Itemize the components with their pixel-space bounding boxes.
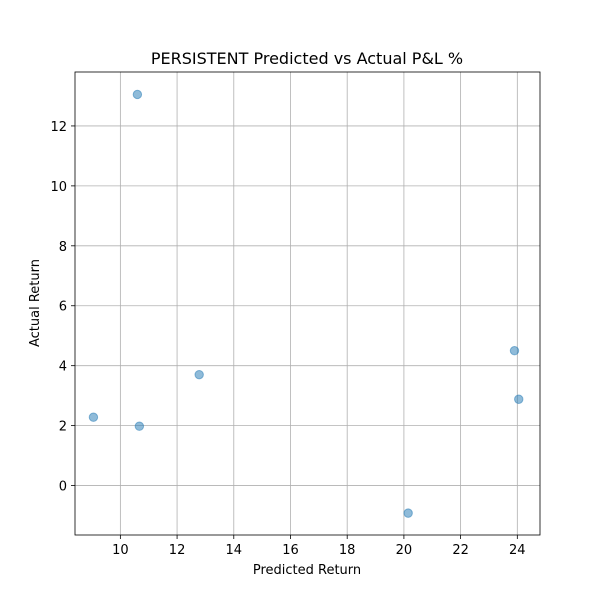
x-axis-ticks: 10 12 14 16 18 20 22 24 [112,535,526,558]
y-tick-label: 10 [50,180,67,195]
y-axis-ticks: 0 2 4 6 8 10 12 [50,120,75,495]
x-tick-label: 14 [226,543,243,558]
data-point [88,412,99,422]
y-tick-label: 2 [59,420,67,435]
data-point [403,508,413,518]
chart-title: PERSISTENT Predicted vs Actual P&L % [151,49,463,68]
y-tick-label: 0 [59,480,67,495]
y-tick-label: 12 [50,120,67,135]
x-tick-label: 20 [396,543,413,558]
x-axis-label: Predicted Return [253,563,361,578]
plot-frame [74,71,541,536]
y-axis-label: Actual Return [28,259,43,347]
x-tick-label: 24 [509,543,526,558]
x-tick-label: 10 [112,543,129,558]
y-tick-label: 6 [59,300,67,315]
y-tick-label: 8 [59,240,67,255]
x-tick-label: 18 [339,543,356,558]
data-point [509,345,520,356]
x-tick-label: 16 [282,543,299,558]
y-tick-label: 4 [59,360,67,375]
x-tick-label: 22 [452,543,469,558]
grid-lines [75,72,540,535]
data-point [134,421,145,431]
x-tick-label: 12 [169,543,186,558]
data-points [88,89,524,518]
data-point [132,89,143,100]
data-point [194,369,204,380]
data-point [514,394,524,404]
